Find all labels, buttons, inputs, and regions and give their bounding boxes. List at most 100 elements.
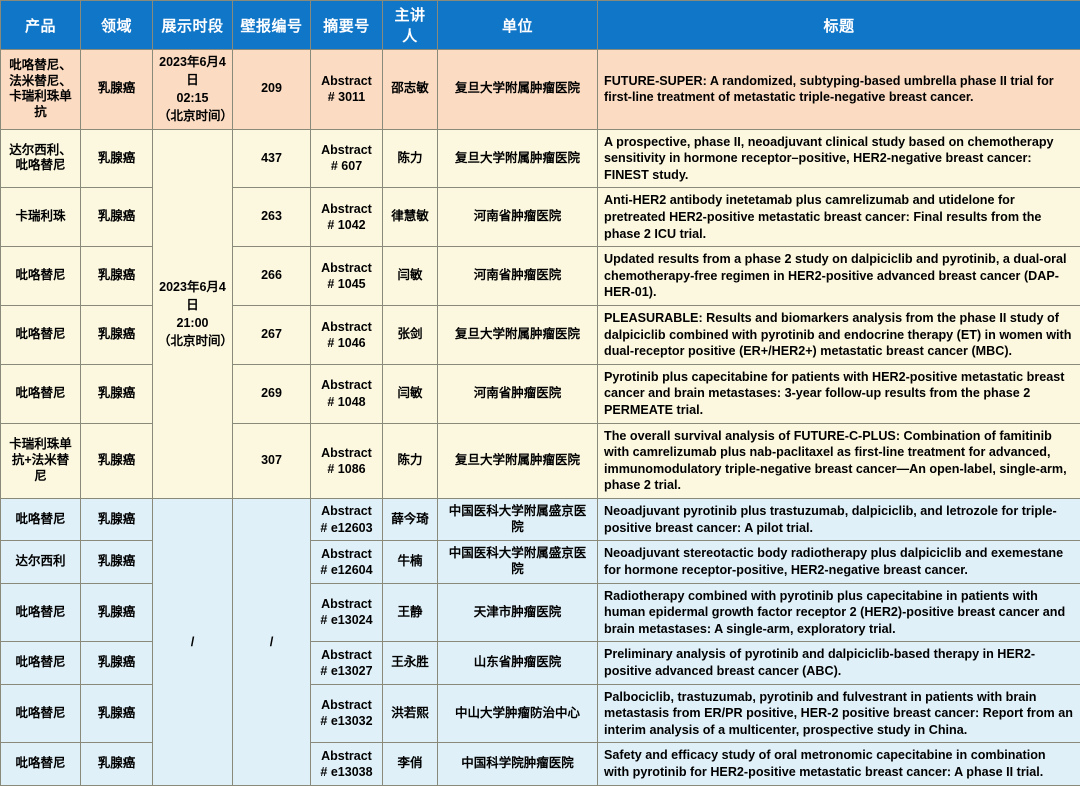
cell-poster: 263 — [233, 188, 311, 247]
cell-product: 吡咯替尼 — [1, 499, 81, 541]
cell-field: 乳腺癌 — [81, 50, 153, 130]
cell-abstract: Abstract # 1046 — [311, 305, 383, 364]
cell-speaker: 王静 — [383, 583, 438, 642]
cell-organization: 中国医科大学附属盛京医院 — [438, 499, 598, 541]
table-row: 吡咯替尼、法米替尼、卡瑞利珠单抗 乳腺癌 2023年6月4日 02:15 （北京… — [1, 50, 1080, 130]
cell-organization: 天津市肿瘤医院 — [438, 583, 598, 642]
cell-field: 乳腺癌 — [81, 642, 153, 684]
cell-abstract: Abstract # 607 — [311, 129, 383, 188]
cell-field: 乳腺癌 — [81, 129, 153, 188]
cell-title: Pyrotinib plus capecitabine for patients… — [598, 364, 1080, 423]
cell-poster: 267 — [233, 305, 311, 364]
cell-product: 吡咯替尼 — [1, 364, 81, 423]
cell-speaker: 李俏 — [383, 743, 438, 785]
cell-presentation-time: 2023年6月4日 02:15 （北京时间） — [153, 50, 233, 130]
cell-abstract: Abstract # e13027 — [311, 642, 383, 684]
cell-abstract: Abstract # 3011 — [311, 50, 383, 130]
cell-field: 乳腺癌 — [81, 499, 153, 541]
cell-speaker: 张剑 — [383, 305, 438, 364]
cell-organization: 中国科学院肿瘤医院 — [438, 743, 598, 785]
cell-product: 吡咯替尼 — [1, 642, 81, 684]
cell-product: 吡咯替尼 — [1, 743, 81, 785]
column-header-org: 单位 — [438, 1, 598, 50]
table-header-row: 产品 领域 展示时段 壁报编号 摘要号 主讲人 单位 标题 — [1, 1, 1080, 50]
cell-field: 乳腺癌 — [81, 583, 153, 642]
cell-title: A prospective, phase II, neoadjuvant cli… — [598, 129, 1080, 188]
column-header-speaker: 主讲人 — [383, 1, 438, 50]
cell-organization: 复旦大学附属肿瘤医院 — [438, 50, 598, 130]
cell-product: 吡咯替尼 — [1, 684, 81, 743]
cell-title: Radiotherapy combined with pyrotinib plu… — [598, 583, 1080, 642]
cell-speaker: 闫敏 — [383, 247, 438, 306]
cell-poster: 209 — [233, 50, 311, 130]
cell-abstract: Abstract # e13024 — [311, 583, 383, 642]
cell-title: FUTURE-SUPER: A randomized, subtyping-ba… — [598, 50, 1080, 130]
cell-abstract: Abstract # 1042 — [311, 188, 383, 247]
time-date: 2023年6月4日 — [158, 278, 227, 314]
cell-organization: 河南省肿瘤医院 — [438, 247, 598, 306]
time-zone: （北京时间） — [158, 332, 227, 350]
cell-title: Neoadjuvant stereotactic body radiothera… — [598, 541, 1080, 583]
cell-title: Anti-HER2 antibody inetetamab plus camre… — [598, 188, 1080, 247]
cell-field: 乳腺癌 — [81, 305, 153, 364]
time-clock: 02:15 — [158, 89, 227, 107]
cell-poster: 437 — [233, 129, 311, 188]
time-clock: 21:00 — [158, 314, 227, 332]
column-header-product: 产品 — [1, 1, 81, 50]
column-header-poster: 壁报编号 — [233, 1, 311, 50]
column-header-abstract: 摘要号 — [311, 1, 383, 50]
cell-poster: 266 — [233, 247, 311, 306]
cell-organization: 河南省肿瘤医院 — [438, 188, 598, 247]
cell-product: 吡咯替尼、法米替尼、卡瑞利珠单抗 — [1, 50, 81, 130]
cell-product: 吡咯替尼 — [1, 305, 81, 364]
cell-speaker: 律慧敏 — [383, 188, 438, 247]
cell-product: 卡瑞利珠 — [1, 188, 81, 247]
cell-title: Neoadjuvant pyrotinib plus trastuzumab, … — [598, 499, 1080, 541]
cell-poster: / — [233, 499, 311, 786]
cell-field: 乳腺癌 — [81, 364, 153, 423]
cell-abstract: Abstract # e13032 — [311, 684, 383, 743]
cell-field: 乳腺癌 — [81, 423, 153, 498]
cell-product: 卡瑞利珠单抗+法米替尼 — [1, 423, 81, 498]
cell-speaker: 牛楠 — [383, 541, 438, 583]
cell-product: 吡咯替尼 — [1, 247, 81, 306]
cell-poster: 269 — [233, 364, 311, 423]
time-zone: （北京时间） — [158, 107, 227, 125]
cell-organization: 复旦大学附属肿瘤医院 — [438, 423, 598, 498]
cell-field: 乳腺癌 — [81, 541, 153, 583]
table-row: 吡咯替尼 乳腺癌 / / Abstract # e12603 薛今琦 中国医科大… — [1, 499, 1080, 541]
cell-abstract: Abstract # 1045 — [311, 247, 383, 306]
cell-product: 达尔西利 — [1, 541, 81, 583]
cell-field: 乳腺癌 — [81, 188, 153, 247]
cell-organization: 复旦大学附属肿瘤医院 — [438, 129, 598, 188]
cell-product: 达尔西利、吡咯替尼 — [1, 129, 81, 188]
cell-field: 乳腺癌 — [81, 684, 153, 743]
cell-title: Preliminary analysis of pyrotinib and da… — [598, 642, 1080, 684]
column-header-time: 展示时段 — [153, 1, 233, 50]
cell-poster: 307 — [233, 423, 311, 498]
cell-speaker: 陈力 — [383, 423, 438, 498]
cell-abstract: Abstract # 1048 — [311, 364, 383, 423]
cell-abstract: Abstract # e12604 — [311, 541, 383, 583]
cell-organization: 中国医科大学附属盛京医院 — [438, 541, 598, 583]
cell-speaker: 闫敏 — [383, 364, 438, 423]
cell-organization: 复旦大学附属肿瘤医院 — [438, 305, 598, 364]
column-header-title: 标题 — [598, 1, 1080, 50]
cell-speaker: 陈力 — [383, 129, 438, 188]
cell-field: 乳腺癌 — [81, 247, 153, 306]
cell-title: Palbociclib, trastuzumab, pyrotinib and … — [598, 684, 1080, 743]
cell-title: The overall survival analysis of FUTURE-… — [598, 423, 1080, 498]
cell-speaker: 洪若熙 — [383, 684, 438, 743]
cell-product: 吡咯替尼 — [1, 583, 81, 642]
cell-title: Safety and efficacy study of oral metron… — [598, 743, 1080, 785]
cell-title: Updated results from a phase 2 study on … — [598, 247, 1080, 306]
cell-organization: 河南省肿瘤医院 — [438, 364, 598, 423]
cell-organization: 中山大学肿瘤防治中心 — [438, 684, 598, 743]
cell-presentation-time: 2023年6月4日 21:00 （北京时间） — [153, 129, 233, 499]
cell-organization: 山东省肿瘤医院 — [438, 642, 598, 684]
cell-speaker: 王永胜 — [383, 642, 438, 684]
cell-field: 乳腺癌 — [81, 743, 153, 785]
cell-abstract: Abstract # e13038 — [311, 743, 383, 785]
time-date: 2023年6月4日 — [158, 53, 227, 89]
